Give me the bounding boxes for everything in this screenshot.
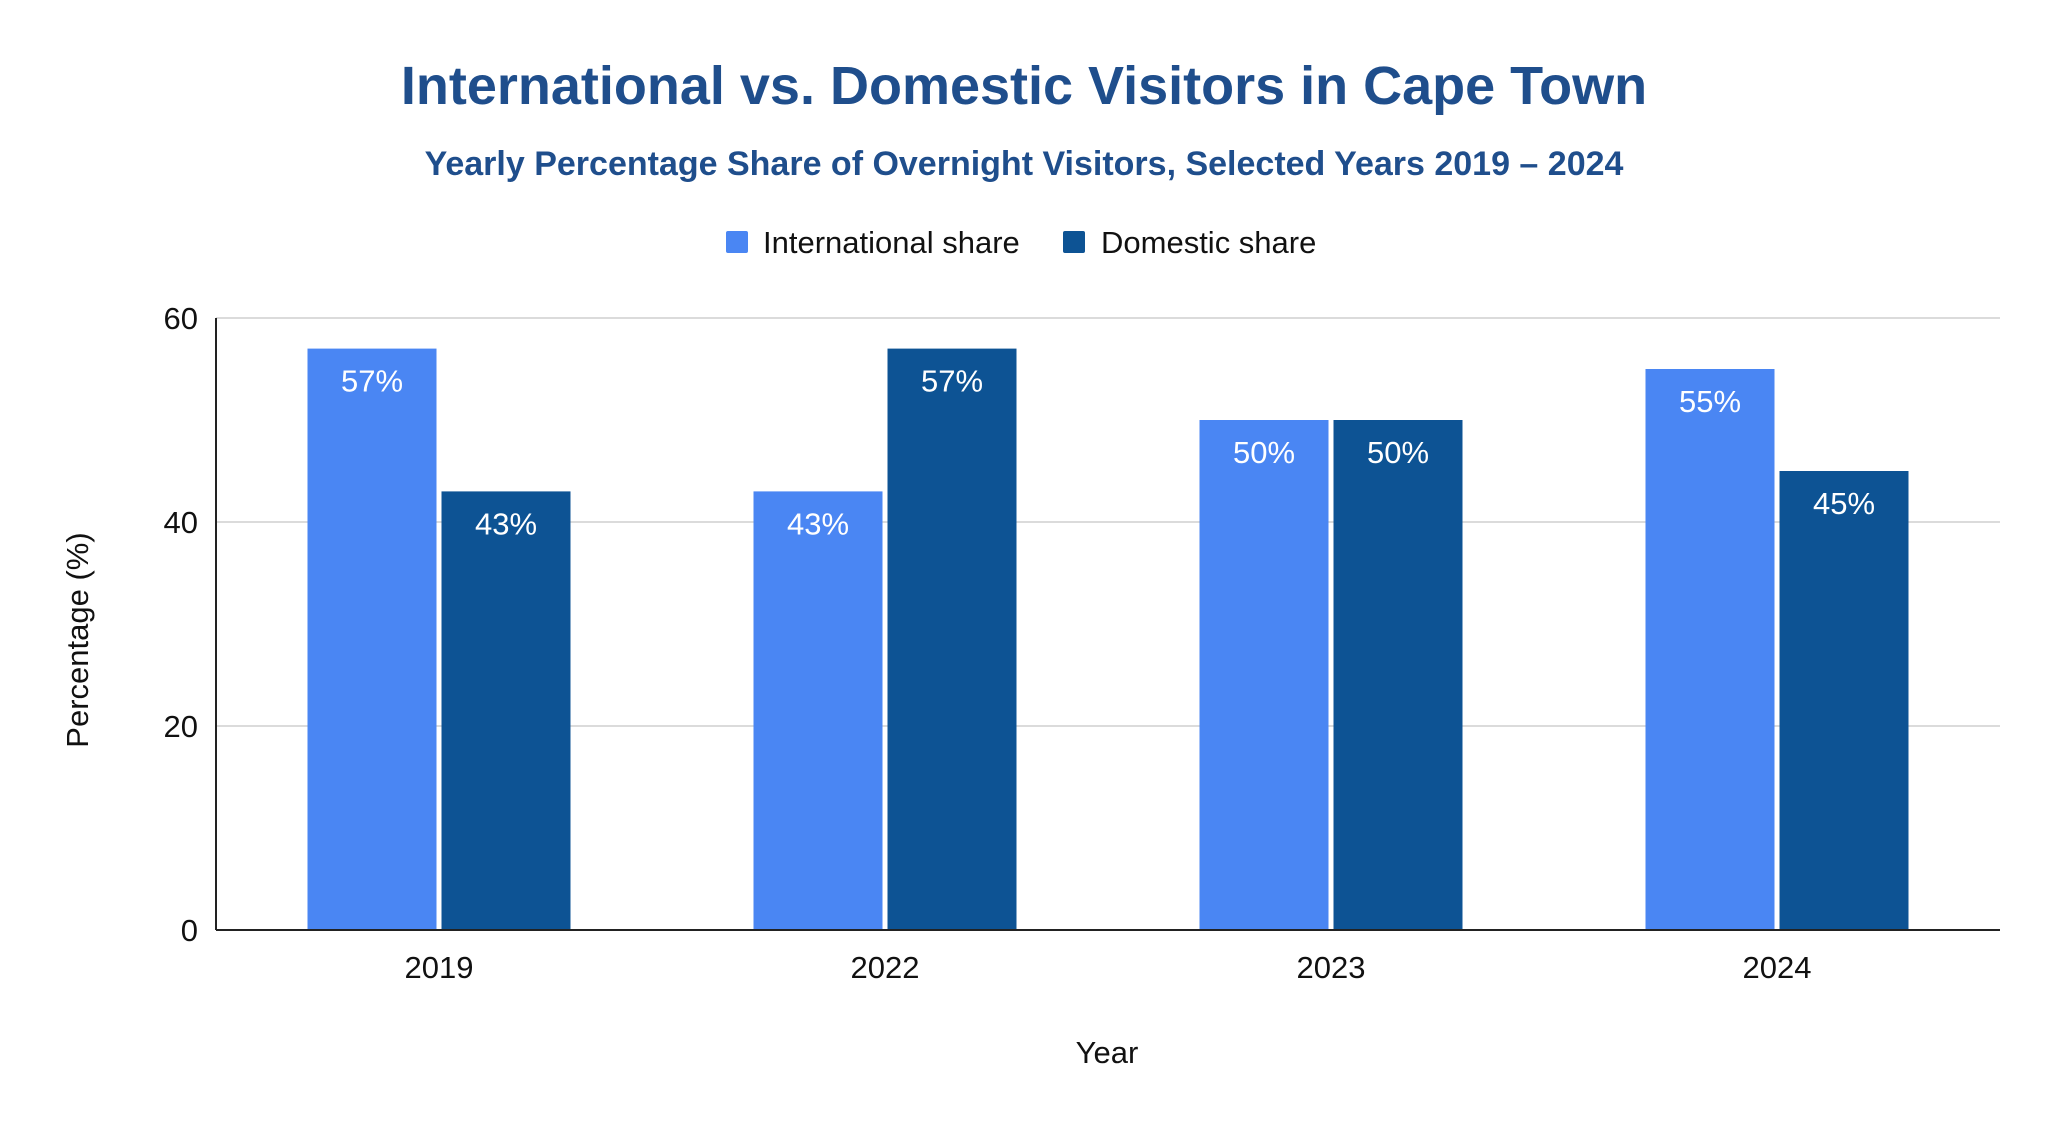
x-tick-label: 2024 <box>1743 950 1812 985</box>
legend-label-domestic: Domestic share <box>1101 225 1316 260</box>
legend-swatch-domestic <box>1063 231 1085 253</box>
bar <box>1645 369 1775 930</box>
y-tick-label: 20 <box>164 709 198 744</box>
bar <box>441 491 571 930</box>
x-axis-ticks: 2019 2022 2023 2024 <box>405 950 1812 985</box>
y-tick-label: 0 <box>181 913 198 948</box>
bar-data-label: 50% <box>1367 435 1429 470</box>
legend-swatch-international <box>726 231 748 253</box>
bar <box>887 348 1017 931</box>
bar <box>307 348 437 931</box>
y-axis-ticks: 0 20 40 60 <box>164 301 198 948</box>
y-tick-label: 60 <box>164 301 198 336</box>
y-axis-label: Percentage (%) <box>60 532 95 747</box>
y-tick-label: 40 <box>164 505 198 540</box>
x-tick-label: 2022 <box>851 950 920 985</box>
chart-title: International vs. Domestic Visitors in C… <box>401 56 1647 116</box>
bar <box>1333 420 1463 930</box>
bar-data-label: 55% <box>1679 384 1741 419</box>
bar-data-label: 45% <box>1813 486 1875 521</box>
bar-data-label: 57% <box>341 364 403 399</box>
bar-data-label: 57% <box>921 364 983 399</box>
x-axis-label: Year <box>1076 1035 1139 1070</box>
bar-data-label: 43% <box>475 506 537 541</box>
legend-label-international: International share <box>763 225 1020 260</box>
bar-data-label: 43% <box>787 506 849 541</box>
bar <box>1779 471 1909 930</box>
bar-data-label: 50% <box>1233 435 1295 470</box>
bar-labels: 57% 43% 43% 57% 50% 50% 55% 45% <box>341 364 1875 542</box>
bar <box>1199 420 1329 930</box>
chart-subtitle: Yearly Percentage Share of Overnight Vis… <box>425 145 1624 183</box>
x-tick-label: 2019 <box>405 950 474 985</box>
bars <box>307 348 1909 931</box>
legend: International share Domestic share <box>726 225 1316 260</box>
x-tick-label: 2023 <box>1297 950 1366 985</box>
bar <box>753 491 883 930</box>
